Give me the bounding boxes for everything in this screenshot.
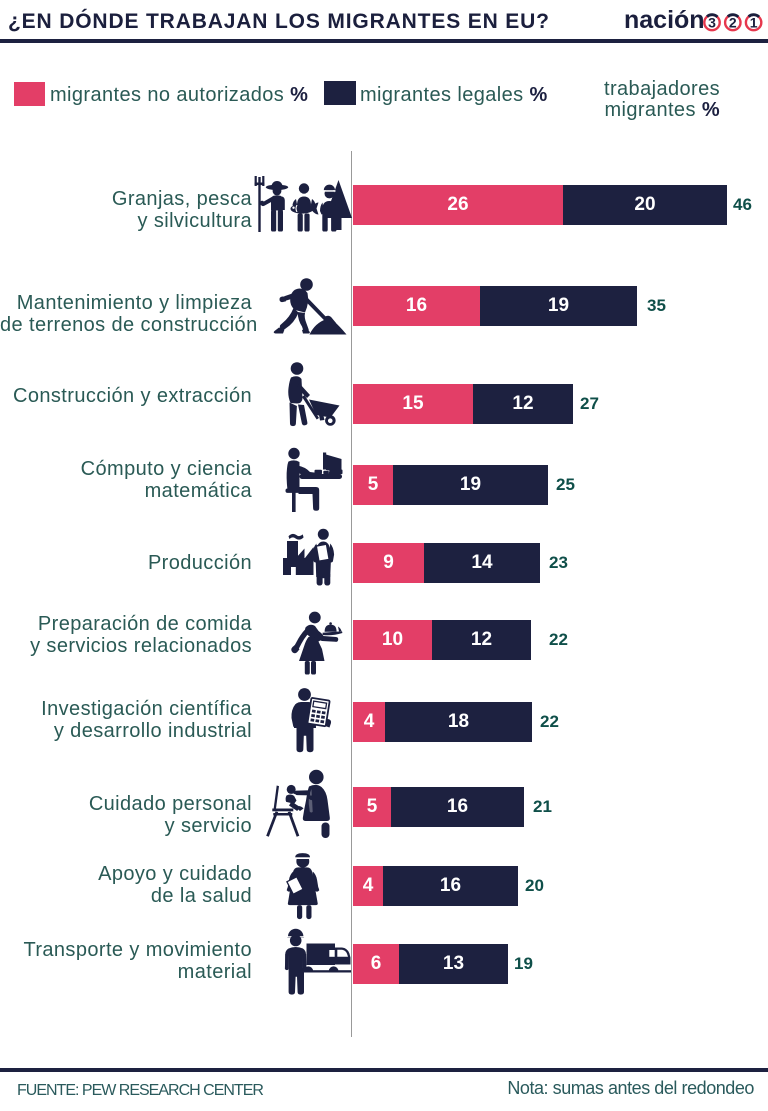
svg-text:1: 1 [750, 15, 758, 31]
svg-text:2: 2 [729, 15, 737, 31]
svg-text:3: 3 [708, 15, 716, 31]
